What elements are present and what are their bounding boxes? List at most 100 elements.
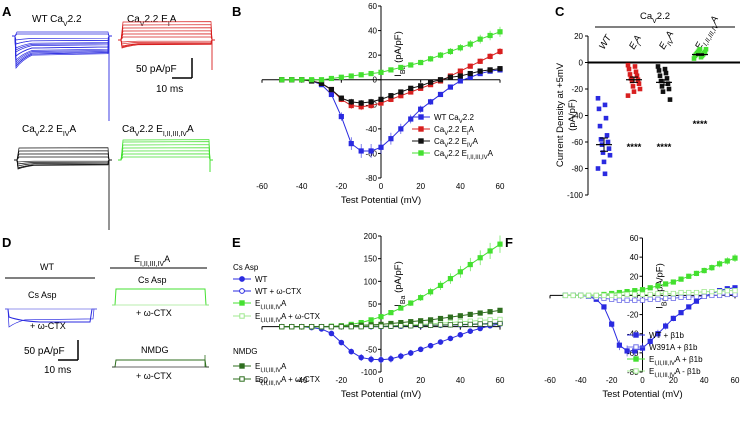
y-tick-label: 20 xyxy=(630,272,639,281)
data-point xyxy=(624,297,630,303)
data-point xyxy=(308,324,315,330)
data-point xyxy=(663,323,669,329)
data-point xyxy=(477,310,483,316)
data-point xyxy=(279,324,285,330)
data-point xyxy=(437,315,444,322)
data-point xyxy=(595,166,601,171)
data-point xyxy=(378,69,384,75)
data-point xyxy=(624,291,630,298)
data-point xyxy=(487,53,493,59)
data-point xyxy=(634,73,640,79)
data-point xyxy=(603,115,609,121)
legend-entry: WT CaV2.2 xyxy=(412,113,474,125)
data-point xyxy=(487,32,493,39)
data-point xyxy=(487,67,493,73)
legend-entry: W391A + β1b xyxy=(627,343,698,352)
y-tick-label: -20 xyxy=(627,311,639,320)
data-point xyxy=(408,62,414,68)
data-point xyxy=(609,292,615,299)
legend-marker xyxy=(239,300,245,306)
current-trace xyxy=(118,150,213,161)
legend-marker xyxy=(633,344,639,350)
y-tick-label: -80 xyxy=(627,368,639,377)
current-trace xyxy=(12,35,112,45)
data-point xyxy=(418,83,424,89)
data-point xyxy=(670,279,676,285)
data-point xyxy=(693,270,700,277)
category-points xyxy=(595,95,613,177)
data-point xyxy=(585,292,592,299)
data-point xyxy=(701,293,707,299)
data-point xyxy=(497,241,503,247)
data-point xyxy=(655,64,661,69)
data-point xyxy=(616,297,622,303)
data-point xyxy=(358,148,364,154)
chart-c: -100 -80 -60 -40 -20 0 20 Current Density at +5… xyxy=(555,11,740,200)
data-point xyxy=(447,84,454,90)
series xyxy=(279,320,503,330)
data-point xyxy=(693,289,700,296)
data-point xyxy=(398,353,404,359)
data-point xyxy=(631,89,637,94)
legend-entry: EI,II,III,IVA + ω-CTX xyxy=(233,312,321,324)
data-point xyxy=(597,123,603,129)
current-trace xyxy=(14,150,112,161)
data-point xyxy=(497,320,503,327)
data-point xyxy=(457,313,463,319)
data-point xyxy=(289,77,295,83)
data-point xyxy=(693,298,700,304)
data-point xyxy=(378,323,384,329)
data-point xyxy=(388,93,394,99)
data-point xyxy=(716,288,723,295)
data-point xyxy=(437,322,444,328)
data-point xyxy=(639,291,646,298)
legend-label: WT CaV2.2 xyxy=(434,113,474,125)
data-point xyxy=(703,46,709,52)
data-point xyxy=(686,289,692,296)
data-point xyxy=(457,269,463,275)
y-tick-label: 50 xyxy=(368,300,377,309)
chart-title: CaV2.2 xyxy=(640,11,670,25)
scale-time-label: 10 ms xyxy=(156,84,183,95)
series-line xyxy=(281,31,501,81)
data-point xyxy=(427,342,434,349)
data-point xyxy=(299,77,305,83)
data-point xyxy=(289,324,295,330)
data-point xyxy=(447,48,454,55)
significance-mark: **** xyxy=(693,119,708,130)
data-point xyxy=(663,295,669,301)
data-point xyxy=(447,322,454,328)
data-point xyxy=(368,323,374,329)
data-point xyxy=(487,309,493,315)
legend-entry: EI,II,III,IVA + ω-CTX xyxy=(233,375,321,387)
data-point xyxy=(427,322,434,328)
data-point xyxy=(497,66,503,72)
y-tick-label: -60 xyxy=(571,138,583,147)
y-tick-label: -80 xyxy=(571,165,583,174)
data-point xyxy=(318,324,325,330)
data-point xyxy=(408,300,414,306)
data-point xyxy=(658,78,664,84)
data-point xyxy=(670,315,676,322)
data-point xyxy=(655,331,661,337)
current-trace xyxy=(118,39,215,49)
current-trace xyxy=(12,35,112,70)
current-trace xyxy=(118,24,215,41)
data-point xyxy=(358,354,364,361)
chart-e: -60 -40 -20 0 20 40 60 -100 -50 50 100 150 200 Test P… xyxy=(233,232,505,400)
current-trace xyxy=(14,159,112,169)
data-point xyxy=(660,89,666,94)
data-point xyxy=(697,46,703,52)
x-tick-label: 60 xyxy=(496,182,505,191)
legend-label: CaV2.2 EIVA xyxy=(434,137,479,149)
chart-f: -60-40-200204060-80-60-40-200204060Test … xyxy=(544,234,740,400)
x-tick-label: 60 xyxy=(496,376,505,385)
data-point xyxy=(667,97,673,102)
data-point xyxy=(686,273,692,279)
data-point xyxy=(624,348,630,354)
current-trace xyxy=(5,308,97,328)
panel-d-mut-csasp: Cs Asp xyxy=(138,275,167,285)
y-axis-title: Current Density at +5mV xyxy=(555,62,566,167)
current-trace xyxy=(118,156,213,161)
data-point xyxy=(408,323,414,329)
